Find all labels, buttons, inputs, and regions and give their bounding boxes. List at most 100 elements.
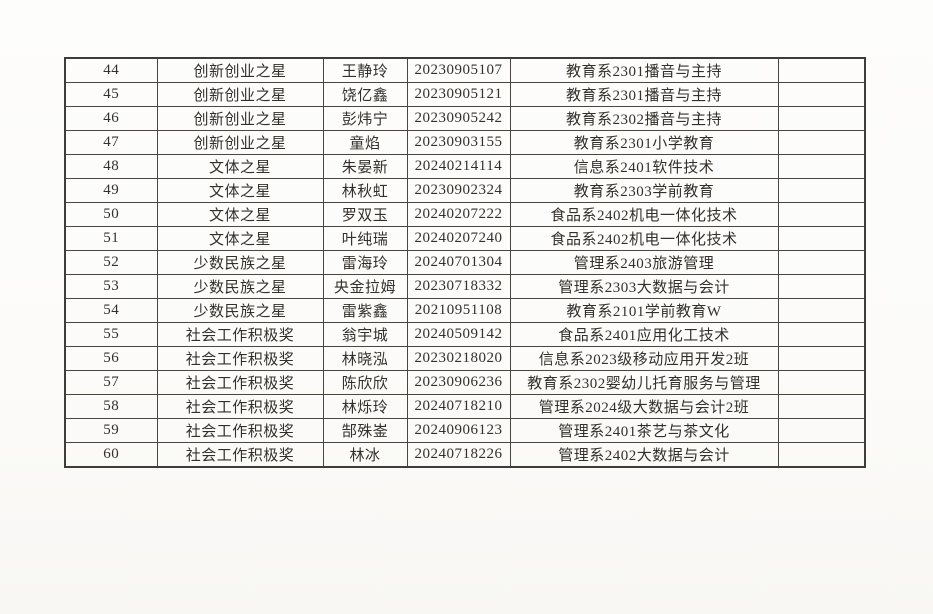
remarks-cell <box>777 82 866 107</box>
row-number-cell: 59 <box>64 418 158 443</box>
table-row: 52 少数民族之星 雷海玲 20240701304 管理系2403旅游管理 <box>64 250 866 275</box>
table-row: 49 文体之星 林秋虹 20230902324 教育系2303学前教育 <box>64 178 866 203</box>
award-category-cell: 社会工作积极奖 <box>156 322 324 347</box>
remarks-cell <box>777 178 866 203</box>
row-number-cell: 54 <box>64 298 158 323</box>
student-name-cell: 翁宇城 <box>322 322 408 347</box>
table-row: 53 少数民族之星 央金拉姆 20230718332 管理系2303大数据与会计 <box>64 274 866 299</box>
student-id-cell: 20240207240 <box>406 226 511 251</box>
table-row: 50 文体之星 罗双玉 20240207222 食品系2402机电一体化技术 <box>64 202 866 227</box>
student-name-cell: 饶亿鑫 <box>322 82 408 107</box>
remarks-cell <box>777 322 866 347</box>
row-number-cell: 48 <box>64 154 158 179</box>
remarks-cell <box>777 274 866 299</box>
class-department-cell: 食品系2402机电一体化技术 <box>509 226 779 251</box>
remarks-cell <box>777 106 866 131</box>
class-department-cell: 食品系2402机电一体化技术 <box>509 202 779 227</box>
class-department-cell: 信息系2023级移动应用开发2班 <box>509 346 779 371</box>
row-number-cell: 51 <box>64 226 158 251</box>
award-category-cell: 少数民族之星 <box>156 298 324 323</box>
student-id-cell: 20230905242 <box>406 106 511 131</box>
remarks-cell <box>777 154 866 179</box>
class-department-cell: 管理系2401茶艺与茶文化 <box>509 418 779 443</box>
student-name-cell: 央金拉姆 <box>322 274 408 299</box>
award-category-cell: 文体之星 <box>156 178 324 203</box>
row-number-cell: 55 <box>64 322 158 347</box>
table-row: 60 社会工作积极奖 林冰 20240718226 管理系2402大数据与会计 <box>64 442 866 468</box>
student-name-cell: 陈欣欣 <box>322 370 408 395</box>
award-category-cell: 少数民族之星 <box>156 250 324 275</box>
row-number-cell: 47 <box>64 130 158 155</box>
student-id-cell: 20240207222 <box>406 202 511 227</box>
row-number-cell: 52 <box>64 250 158 275</box>
class-department-cell: 管理系2402大数据与会计 <box>509 442 779 468</box>
student-name-cell: 林冰 <box>322 442 408 468</box>
student-name-cell: 王静玲 <box>322 57 408 83</box>
student-name-cell: 郜殊崟 <box>322 418 408 443</box>
remarks-cell <box>777 298 866 323</box>
student-id-cell: 20230218020 <box>406 346 511 371</box>
class-department-cell: 教育系2302婴幼儿托育服务与管理 <box>509 370 779 395</box>
student-id-cell: 20230906236 <box>406 370 511 395</box>
student-id-cell: 20240906123 <box>406 418 511 443</box>
student-id-cell: 20230718332 <box>406 274 511 299</box>
table-row: 56 社会工作积极奖 林晓泓 20230218020 信息系2023级移动应用开发2班 <box>64 346 866 371</box>
row-number-cell: 50 <box>64 202 158 227</box>
remarks-cell <box>777 226 866 251</box>
student-name-cell: 雷海玲 <box>322 250 408 275</box>
remarks-cell <box>777 442 866 468</box>
class-department-cell: 信息系2401软件技术 <box>509 154 779 179</box>
student-name-cell: 叶纯瑞 <box>322 226 408 251</box>
student-name-cell: 林秋虹 <box>322 178 408 203</box>
class-department-cell: 教育系2301小学教育 <box>509 130 779 155</box>
class-department-cell: 教育系2101学前教育W <box>509 298 779 323</box>
remarks-cell <box>777 57 866 83</box>
table-row: 59 社会工作积极奖 郜殊崟 20240906123 管理系2401茶艺与茶文化 <box>64 418 866 443</box>
table-row: 54 少数民族之星 雷紫鑫 20210951108 教育系2101学前教育W <box>64 298 866 323</box>
student-id-cell: 20230905107 <box>406 57 511 83</box>
remarks-cell <box>777 202 866 227</box>
class-department-cell: 教育系2301播音与主持 <box>509 57 779 83</box>
award-category-cell: 文体之星 <box>156 202 324 227</box>
award-category-cell: 社会工作积极奖 <box>156 370 324 395</box>
award-category-cell: 文体之星 <box>156 154 324 179</box>
student-id-cell: 20230903155 <box>406 130 511 155</box>
table-row: 57 社会工作积极奖 陈欣欣 20230906236 教育系2302婴幼儿托育服务与管理 <box>64 370 866 395</box>
row-number-cell: 53 <box>64 274 158 299</box>
table-row: 46 创新创业之星 彭炜宁 20230905242 教育系2302播音与主持 <box>64 106 866 131</box>
student-name-cell: 童焰 <box>322 130 408 155</box>
student-id-cell: 20210951108 <box>406 298 511 323</box>
row-number-cell: 60 <box>64 442 158 468</box>
remarks-cell <box>777 130 866 155</box>
student-name-cell: 林烁玲 <box>322 394 408 419</box>
award-category-cell: 社会工作积极奖 <box>156 418 324 443</box>
table-row: 58 社会工作积极奖 林烁玲 20240718210 管理系2024级大数据与会计2班 <box>64 394 866 419</box>
award-category-cell: 创新创业之星 <box>156 82 324 107</box>
award-category-cell: 文体之星 <box>156 226 324 251</box>
row-number-cell: 56 <box>64 346 158 371</box>
row-number-cell: 58 <box>64 394 158 419</box>
row-number-cell: 45 <box>64 82 158 107</box>
student-name-cell: 罗双玉 <box>322 202 408 227</box>
remarks-cell <box>777 250 866 275</box>
student-id-cell: 20240214114 <box>406 154 511 179</box>
award-recipient-table: 44 创新创业之星 王静玲 20230905107 教育系2301播音与主持 45 创新创业… <box>64 57 866 468</box>
student-id-cell: 20240701304 <box>406 250 511 275</box>
award-category-cell: 社会工作积极奖 <box>156 442 324 468</box>
row-number-cell: 49 <box>64 178 158 203</box>
row-number-cell: 46 <box>64 106 158 131</box>
award-category-cell: 创新创业之星 <box>156 57 324 83</box>
student-name-cell: 彭炜宁 <box>322 106 408 131</box>
student-id-cell: 20230905121 <box>406 82 511 107</box>
award-category-cell: 创新创业之星 <box>156 106 324 131</box>
table-row: 47 创新创业之星 童焰 20230903155 教育系2301小学教育 <box>64 130 866 155</box>
class-department-cell: 管理系2024级大数据与会计2班 <box>509 394 779 419</box>
table-row: 48 文体之星 朱晏新 20240214114 信息系2401软件技术 <box>64 154 866 179</box>
table-row: 55 社会工作积极奖 翁宇城 20240509142 食品系2401应用化工技术 <box>64 322 866 347</box>
class-department-cell: 教育系2303学前教育 <box>509 178 779 203</box>
class-department-cell: 教育系2301播音与主持 <box>509 82 779 107</box>
award-category-cell: 少数民族之星 <box>156 274 324 299</box>
student-id-cell: 20240718210 <box>406 394 511 419</box>
remarks-cell <box>777 370 866 395</box>
